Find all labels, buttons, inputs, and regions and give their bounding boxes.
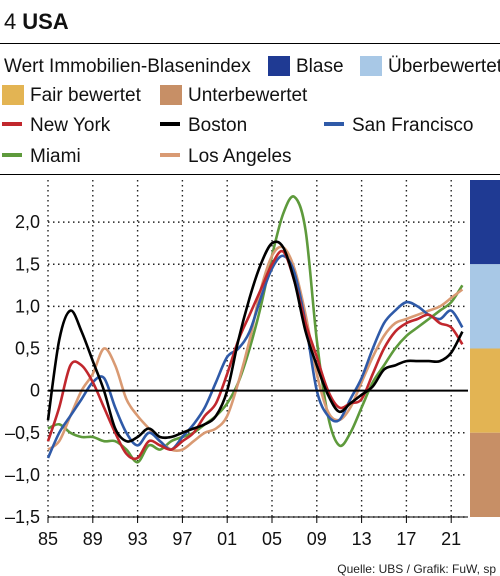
legend-label-blase: Blase [296,56,344,77]
legend-label-boston: Boston [188,115,248,136]
legend-label-san-francisco: San Francisco [352,115,474,136]
x-tick-label: 01 [217,529,237,549]
chart-subtitle: Wert Immobilien-Blasenindex [4,56,251,77]
legend-label-miami: Miami [30,146,81,167]
legend-ueberbewertet: Überbewertet [360,55,500,79]
legend-san-francisco: San Francisco [324,114,473,138]
y-tick-label: –1,5 [5,507,40,527]
source-note: Quelle: UBS / Grafik: FuW, sp [337,562,496,576]
band-fair [470,348,500,433]
x-tick-label: 17 [396,529,416,549]
band-unterbewertet [470,432,500,517]
legend-line-san-francisco [324,122,344,126]
x-tick-label: 09 [307,529,327,549]
title-rule [0,43,500,44]
legend-fair: Fair bewertet [2,84,141,108]
legend-label-los-angeles: Los Angeles [188,146,292,167]
chart-top-rule [0,174,500,175]
legend-line-miami [2,153,22,157]
x-axis-ticks: 85 89 93 97 01 05 09 13 17 21 [38,517,461,549]
x-tick-label: 89 [83,529,103,549]
legend-label-ueberbewertet: Überbewertet [388,56,500,77]
series-line-new-york [46,249,464,461]
legend-label-unterbewertet: Unterbewertet [188,85,308,106]
x-tick-label: 13 [352,529,372,549]
series-line-boston [46,240,464,443]
y-tick-label: 1,0 [15,296,40,316]
legend-miami: Miami [2,145,81,169]
chart-title: 4 USA [4,8,69,36]
legend-blase: Blase [268,55,344,79]
chart-area: 2,0 1,5 1,0 0,5 0 –0,5 –1,0 –1,5 85 89 93 97 01 05 09… [5,180,500,549]
legend-swatch-ueberbewertet [360,56,382,76]
country-name: USA [22,9,69,34]
x-tick-label: 97 [172,529,192,549]
legend-boston: Boston [160,114,247,138]
series-lines [46,195,464,464]
x-tick-label: 85 [38,529,58,549]
gridlines [47,180,468,518]
legend-swatch-blase [268,56,290,76]
legend-swatch-fair [2,85,24,105]
legend-los-angeles: Los Angeles [160,145,292,169]
y-tick-label: 0 [30,381,40,401]
x-tick-label: 21 [441,529,461,549]
series-line-miami [47,195,464,464]
legend-label-new-york: New York [30,115,111,136]
chart-number: 4 [4,9,17,34]
band-blase [470,180,500,265]
legend-new-york: New York [2,114,110,138]
legend-unterbewertet: Unterbewertet [160,84,307,108]
band-ueberbewertet [470,264,500,349]
legend-line-new-york [2,122,22,126]
y-tick-label: –1,0 [5,465,40,485]
y-tick-label: 2,0 [15,212,40,232]
x-tick-label: 05 [262,529,282,549]
y-tick-label: –0,5 [5,423,40,443]
legend-line-boston [160,122,180,126]
legend-label-fair: Fair bewertet [30,85,141,106]
valuation-bands [470,180,500,517]
legend-swatch-unterbewertet [160,85,182,105]
x-tick-label: 93 [128,529,148,549]
legend-line-los-angeles [160,153,180,157]
y-axis-ticks: 2,0 1,5 1,0 0,5 0 –0,5 –1,0 –1,5 [5,212,40,527]
y-tick-label: 0,5 [15,339,40,359]
y-tick-label: 1,5 [15,254,40,274]
series-line-san-francisco [46,254,464,459]
